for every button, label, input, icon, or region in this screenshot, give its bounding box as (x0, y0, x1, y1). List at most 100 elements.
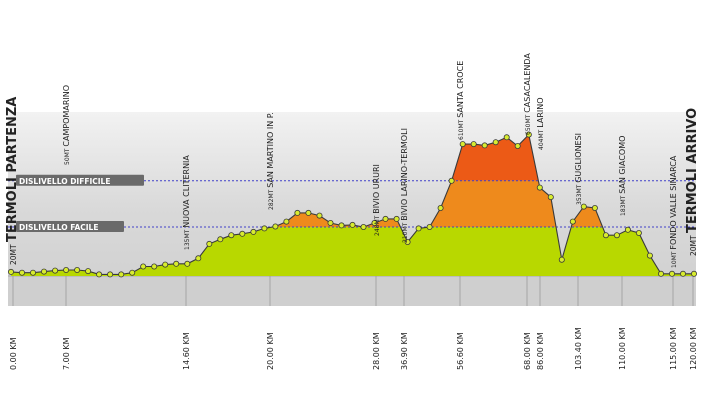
profile-point (327, 219, 334, 226)
waypoint-altitude: 50MT (64, 147, 71, 165)
profile-point (646, 252, 653, 259)
km-labels: 0.00 KM 7.00 KM 14.60 KM 20.00 KM 28.00 KM 36… (9, 327, 698, 370)
waypoint-altitude: 183MT (620, 194, 627, 216)
profile-point (217, 236, 224, 243)
waypoint-label: 353MT GUGLIONESI (574, 133, 583, 205)
waypoint-name: FONDO VALLE SINARCA (669, 155, 678, 249)
waypoint-guides (12, 276, 694, 306)
waypoint-name: CASACALENDA (523, 53, 532, 113)
waypoint-label: 404MT LARINO (536, 97, 545, 150)
profile-point (481, 142, 488, 149)
profile-point (195, 255, 202, 262)
waypoint-name: BIVIO URURI (372, 164, 381, 214)
waypoint-label: 248MT BIVIO URURI (372, 164, 381, 236)
profile-point (96, 271, 103, 278)
profile-point (41, 268, 48, 275)
km-label: 120.00 KM (689, 327, 698, 370)
waypoint-name: GUGLIONESI (574, 133, 583, 183)
profile-point (239, 230, 246, 237)
waypoint-label: 20MT TERMOLI ARRIVO (685, 108, 700, 256)
profile-point (52, 267, 59, 274)
profile-point (635, 229, 642, 236)
waypoint-name: SAN MARTINO IN P. (266, 112, 275, 188)
profile-point (591, 204, 598, 211)
waypoint-name: TERMOLI ARRIVO (685, 108, 700, 233)
profile-point (459, 141, 466, 148)
profile-point (669, 270, 676, 277)
profile-point (448, 177, 455, 184)
km-label: 86.00 KM (536, 332, 545, 370)
waypoint-label: 50MT CAMPOMARINO (62, 85, 71, 165)
waypoint-altitude: 353MT (576, 183, 583, 205)
profile-point (426, 223, 433, 230)
profile-point (536, 184, 543, 191)
profile-point (680, 270, 687, 277)
profile-point (404, 238, 411, 245)
profile-point (184, 260, 191, 267)
waypoint-altitude: 282MT (268, 188, 275, 210)
plot-floor (8, 276, 696, 306)
threshold-label-bg (16, 221, 124, 233)
profile-point (602, 232, 609, 239)
waypoint-label: 20MT TERMOLI PARTENZA (5, 97, 20, 265)
profile-point (547, 194, 554, 201)
profile-point (151, 263, 158, 270)
profile-point (129, 269, 136, 276)
km-label: 68.00 KM (523, 332, 532, 370)
waypoint-label: 135MT NUOVA CLITERNIA (182, 155, 191, 250)
km-label: 0.00 KM (9, 337, 18, 370)
waypoint-name: SANTA CROCE (456, 61, 465, 118)
profile-point (316, 212, 323, 219)
profile-point (349, 221, 356, 228)
profile-point (305, 209, 312, 216)
waypoint-label: 282MT SAN MARTINO IN P. (266, 112, 275, 210)
threshold-label-bg (16, 174, 144, 186)
km-label: 36.90 KM (400, 332, 409, 370)
profile-point (162, 261, 169, 268)
profile-point (7, 268, 14, 275)
km-label: 110.00 KM (618, 327, 627, 370)
waypoint-label: 610MT SANTA CROCE (456, 61, 465, 140)
waypoint-label: 183MT SAN GIACOMO (618, 136, 627, 216)
profile-point (514, 142, 521, 149)
profile-point (294, 209, 301, 216)
profile-point (63, 266, 70, 273)
profile-point (580, 203, 587, 210)
km-label: 14.60 KM (182, 332, 191, 370)
waypoint-altitude: 20MT (9, 242, 18, 265)
profile-point (74, 266, 81, 273)
profile-point (382, 215, 389, 222)
waypoint-altitude: 20MT (689, 233, 698, 256)
profile-point (261, 225, 268, 232)
profile-point (569, 218, 576, 225)
waypoint-name: LARINO (536, 97, 545, 127)
profile-point (283, 218, 290, 225)
profile-point (338, 222, 345, 229)
waypoint-label: 210MT BIVIO LARINO-TERMOLI (400, 128, 409, 243)
km-label: 28.00 KM (372, 332, 381, 370)
threshold-label: DISLIVELLO FACILE (19, 223, 98, 232)
threshold-lines: DISLIVELLO DIFFICILE DISLIVELLO FACILE (8, 174, 696, 233)
waypoint-altitude: 10MT (671, 250, 678, 268)
profile-point (691, 270, 698, 277)
waypoint-label: 650MT CASACALENDA (523, 53, 532, 135)
profile-point (437, 204, 444, 211)
profile-point (624, 226, 631, 233)
threshold-label: DISLIVELLO DIFFICILE (19, 177, 110, 186)
waypoint-name: NUOVA CLITERNIA (182, 155, 191, 228)
km-label: 103.40 KM (574, 327, 583, 370)
profile-point (360, 223, 367, 230)
waypoint-altitude: 248MT (374, 214, 381, 236)
profile-point (228, 232, 235, 239)
waypoint-name: BIVIO LARINO-TERMOLI (400, 128, 409, 221)
profile-point (393, 215, 400, 222)
profile-point (371, 219, 378, 226)
waypoint-altitude: 135MT (184, 228, 191, 250)
profile-point (272, 223, 279, 230)
waypoint-name: TERMOLI PARTENZA (5, 97, 20, 242)
waypoint-labels: 20MT TERMOLI PARTENZA 50MT CAMPOMARINO 135… (5, 53, 700, 268)
km-label: 56.60 KM (456, 332, 465, 370)
profile-point (85, 268, 92, 275)
profile-point (107, 271, 114, 278)
